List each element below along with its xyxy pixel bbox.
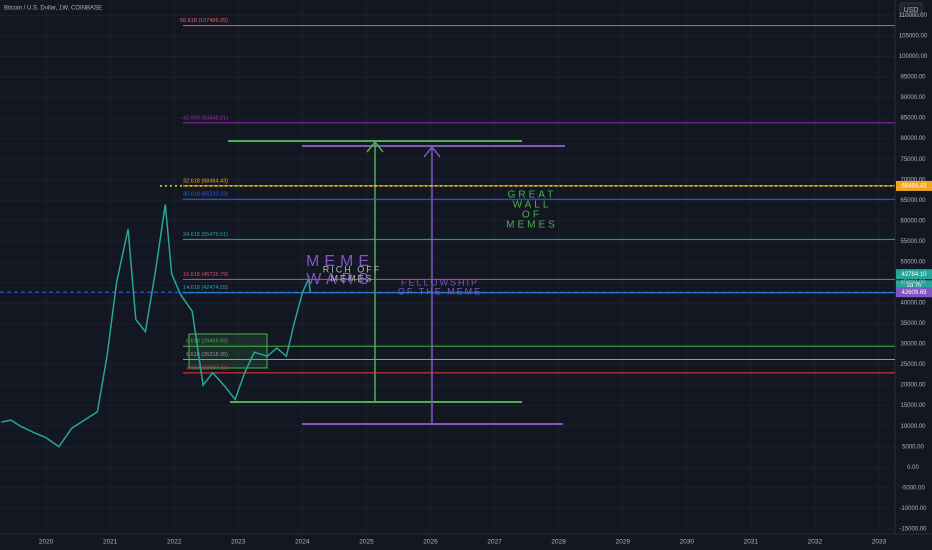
annotation: RICH OFF <box>323 264 382 274</box>
y-tick-label: 55000.00 <box>900 239 926 245</box>
x-tick-label: 2025 <box>359 539 374 546</box>
fib-label: 56.618 (107499.25) <box>180 18 228 24</box>
fib-label: 42.069 (83848.21) <box>183 115 228 121</box>
y-tick-label: 50000.00 <box>900 259 926 265</box>
x-tick-label: 2030 <box>680 539 695 546</box>
fib-label: 16.618 (45725.79) <box>183 272 228 278</box>
price-tag-label: 68484.43 <box>901 184 927 190</box>
arrow-head <box>423 145 441 158</box>
arrow-head <box>366 140 384 153</box>
y-tick-label: 20000.00 <box>900 383 926 389</box>
price-line <box>1 204 311 448</box>
annotation: WALL <box>513 200 552 211</box>
x-tick-label: 2033 <box>872 539 887 546</box>
x-tick-label: 2027 <box>487 539 502 546</box>
price-tag-label: 2d 7h <box>906 283 921 289</box>
y-tick-label: -5000.00 <box>901 485 925 491</box>
x-tick-label: 2028 <box>551 539 566 546</box>
currency-box[interactable] <box>899 2 923 17</box>
y-tick-label: 105000.00 <box>899 34 928 40</box>
x-tick-label: 2021 <box>103 539 118 546</box>
annotation: OF THE MEME <box>398 286 482 296</box>
price-tag <box>896 180 932 191</box>
price-tag <box>896 280 932 291</box>
y-tick-label: 45000.00 <box>900 280 926 286</box>
y-tick-label: 0.00 <box>907 465 919 471</box>
y-tick-label: -10000.00 <box>899 506 927 512</box>
currency[interactable]: USD <box>904 7 919 14</box>
y-tick-label: 5000.00 <box>902 444 924 450</box>
annotation: MEMES <box>506 220 558 231</box>
x-tick-label: 2031 <box>744 539 759 546</box>
y-tick-label: 100000.00 <box>899 54 928 60</box>
y-tick-label: 30000.00 <box>900 342 926 348</box>
y-tick-label: 10000.00 <box>900 424 926 430</box>
y-tick-label: 60000.00 <box>900 218 926 224</box>
price-tag-label: 42609.69 <box>901 290 927 296</box>
x-tick-label: 2024 <box>295 539 310 546</box>
chart-title: Bitcoin / U.S. Dollar, 1W, COINBASE <box>4 6 102 12</box>
y-tick-label: -15000.00 <box>899 526 927 532</box>
annotation: WARS <box>306 271 373 288</box>
price-tag-label: 42784.10 <box>901 272 927 278</box>
annotation: OF <box>522 210 542 221</box>
annotation: MEME <box>306 253 374 270</box>
y-tick-label: 65000.00 <box>900 198 926 204</box>
fib-label: 30.618 (65233.23) <box>183 192 228 198</box>
y-tick-label: 95000.00 <box>900 75 926 81</box>
fib-label: 4.618 (22967.11) <box>187 365 229 371</box>
y-tick-label: 35000.00 <box>900 321 926 327</box>
price-tag <box>896 269 932 280</box>
fib-label: 6.618 (26218.35) <box>186 352 228 358</box>
fib-label: 8.618 (29469.59) <box>186 339 228 345</box>
y-tick-label: 80000.00 <box>900 136 926 142</box>
x-tick-label: 2029 <box>615 539 630 546</box>
y-tick-label: 75000.00 <box>900 157 926 163</box>
x-tick-label: 2026 <box>423 539 438 546</box>
fib-label: 14.618 (42474.55) <box>183 285 228 291</box>
fib-label: 32.618 (68484.43) <box>183 178 228 184</box>
x-tick-label: 2023 <box>231 539 246 546</box>
price-tag <box>896 287 932 298</box>
y-tick-label: 70000.00 <box>900 177 926 183</box>
y-tick-label: 15000.00 <box>900 403 926 409</box>
annotation: GREAT <box>508 190 557 201</box>
fib-label: 24.618 (55479.51) <box>183 232 228 238</box>
y-tick-label: 25000.00 <box>900 362 926 368</box>
range-box <box>188 333 268 369</box>
y-tick-label: 110000.00 <box>899 13 928 19</box>
y-tick-label: 85000.00 <box>900 116 926 122</box>
annotation: MEMES <box>330 273 373 283</box>
x-tick-label: 2020 <box>39 539 54 546</box>
y-tick-label: 90000.00 <box>900 95 926 101</box>
annotation: FELLOWSHIP <box>401 277 479 287</box>
y-tick-label: 40000.00 <box>900 301 926 307</box>
x-tick-label: 2022 <box>167 539 182 546</box>
x-tick-label: 2032 <box>808 539 823 546</box>
